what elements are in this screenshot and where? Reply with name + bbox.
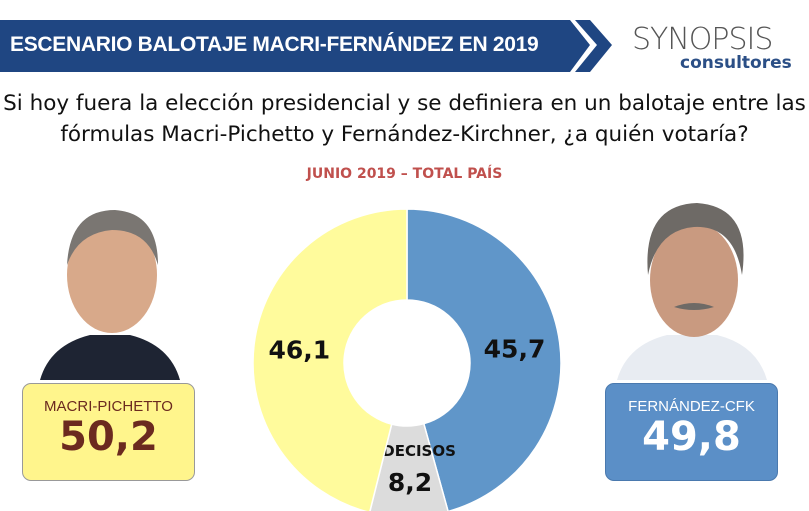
logo-subtitle: consultores [680,53,792,73]
donut-slice [369,422,449,511]
candidate-value: 50,2 [59,414,158,460]
donut-slice [252,208,408,511]
question-text: Si hoy fuera la elección presidencial y … [3,91,806,147]
slice-value-label: 45,7 [484,334,546,363]
logo: SYNOPSIS [632,22,773,57]
candidate-name: FERNÁNDEZ-CFK [628,398,755,415]
candidate-value: 49,8 [642,414,741,460]
chevron-icon [575,20,612,72]
slice-value-label: 46,1 [268,336,330,365]
fernandez-photo [612,195,772,380]
macri-photo [30,195,190,380]
donut-slice [406,208,562,511]
page-title: ESCENARIO BALOTAJE MACRI-FERNÁNDEZ EN 20… [10,33,539,56]
slice-value-label: 8,2 [388,468,432,497]
candidate-name: MACRI-PICHETTO [44,398,173,415]
macri-result-box: MACRI-PICHETTO 50,2 [22,383,195,481]
slice-label: INDECISOS [364,442,456,460]
fernandez-result-box: FERNÁNDEZ-CFK 49,8 [605,383,778,481]
header-banner [0,20,612,72]
chart-title: JUNIO 2019 – TOTAL PAÍS [306,166,503,182]
